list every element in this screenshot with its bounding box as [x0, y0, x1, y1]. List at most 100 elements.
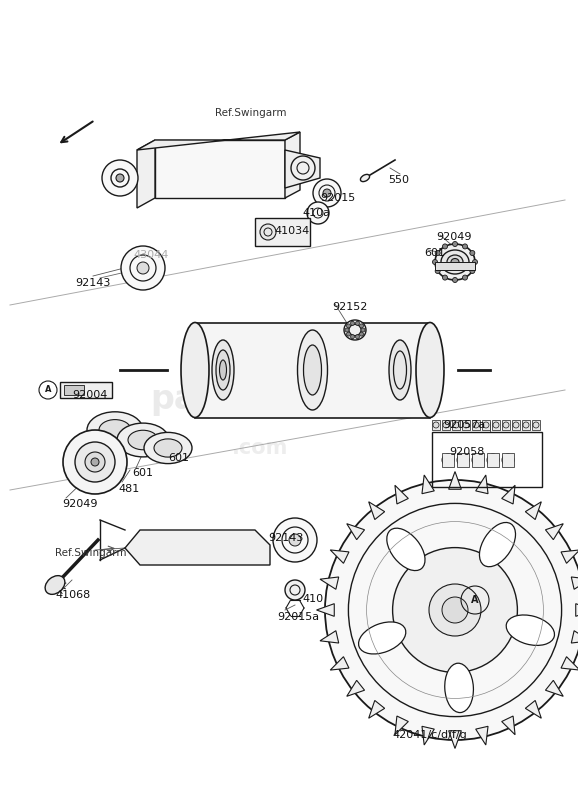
- Circle shape: [323, 189, 331, 197]
- Circle shape: [435, 269, 440, 274]
- Circle shape: [429, 584, 481, 636]
- Circle shape: [533, 422, 539, 428]
- Circle shape: [360, 324, 364, 328]
- Circle shape: [460, 457, 466, 463]
- Circle shape: [472, 259, 477, 265]
- Ellipse shape: [216, 350, 230, 390]
- Bar: [255, 218, 310, 246]
- Polygon shape: [476, 726, 488, 745]
- Text: 92143: 92143: [75, 278, 110, 288]
- Bar: [512, 420, 520, 430]
- Bar: [532, 420, 540, 430]
- Text: 410: 410: [302, 594, 323, 604]
- Ellipse shape: [416, 322, 444, 418]
- Polygon shape: [285, 132, 300, 198]
- Circle shape: [502, 454, 514, 466]
- Ellipse shape: [441, 250, 469, 274]
- Polygon shape: [571, 630, 578, 643]
- Text: 92143: 92143: [268, 533, 303, 543]
- Bar: [432, 420, 440, 430]
- Circle shape: [285, 580, 305, 600]
- Bar: [195, 323, 430, 418]
- Polygon shape: [571, 577, 578, 590]
- Text: 41068: 41068: [55, 590, 90, 600]
- Circle shape: [85, 452, 105, 472]
- Circle shape: [435, 250, 440, 255]
- Circle shape: [470, 250, 475, 255]
- Text: 92015: 92015: [320, 193, 355, 203]
- Circle shape: [432, 259, 438, 265]
- Circle shape: [443, 244, 447, 249]
- Polygon shape: [317, 604, 334, 616]
- Text: parts4rubik: parts4rubik: [150, 383, 370, 417]
- Polygon shape: [125, 530, 270, 565]
- Text: 550: 550: [388, 175, 409, 185]
- Polygon shape: [320, 577, 339, 590]
- Bar: [60, 382, 112, 398]
- Circle shape: [493, 422, 499, 428]
- Circle shape: [273, 518, 317, 562]
- Ellipse shape: [220, 360, 227, 380]
- Bar: [432, 432, 542, 487]
- Polygon shape: [395, 486, 408, 504]
- Text: A: A: [471, 595, 479, 605]
- Ellipse shape: [99, 419, 131, 440]
- Polygon shape: [155, 140, 285, 198]
- Polygon shape: [137, 132, 300, 150]
- Polygon shape: [561, 550, 578, 563]
- Bar: [442, 420, 450, 430]
- Ellipse shape: [506, 615, 554, 646]
- Ellipse shape: [387, 528, 425, 570]
- Circle shape: [470, 269, 475, 274]
- Text: 92004: 92004: [72, 390, 108, 400]
- Polygon shape: [546, 524, 563, 540]
- Circle shape: [361, 328, 365, 332]
- Circle shape: [490, 457, 496, 463]
- Circle shape: [291, 156, 315, 180]
- Circle shape: [102, 160, 138, 196]
- Polygon shape: [347, 680, 365, 696]
- Text: .com: .com: [232, 438, 288, 458]
- Polygon shape: [330, 550, 349, 563]
- Text: 92058: 92058: [449, 447, 484, 457]
- Polygon shape: [330, 657, 349, 670]
- Circle shape: [475, 457, 481, 463]
- Circle shape: [442, 454, 454, 466]
- Polygon shape: [561, 657, 578, 670]
- Polygon shape: [449, 730, 461, 749]
- Circle shape: [487, 454, 499, 466]
- Polygon shape: [137, 140, 155, 208]
- Text: 601: 601: [132, 468, 153, 478]
- Polygon shape: [546, 680, 563, 696]
- Text: 92049: 92049: [436, 232, 472, 242]
- Ellipse shape: [128, 430, 158, 450]
- Circle shape: [325, 480, 578, 740]
- Circle shape: [355, 334, 360, 338]
- Ellipse shape: [298, 330, 328, 410]
- Circle shape: [463, 422, 469, 428]
- Ellipse shape: [181, 322, 209, 418]
- Polygon shape: [395, 716, 408, 734]
- Circle shape: [523, 422, 529, 428]
- Circle shape: [472, 454, 484, 466]
- Text: Ref.Swingarm: Ref.Swingarm: [215, 108, 287, 118]
- Bar: [472, 420, 480, 430]
- Bar: [502, 453, 514, 467]
- Circle shape: [313, 179, 341, 207]
- Polygon shape: [449, 471, 461, 490]
- Circle shape: [260, 224, 276, 240]
- Circle shape: [307, 202, 329, 224]
- Circle shape: [453, 422, 459, 428]
- Circle shape: [360, 332, 364, 336]
- Circle shape: [355, 322, 360, 326]
- Circle shape: [462, 275, 468, 280]
- Polygon shape: [422, 475, 434, 494]
- Circle shape: [462, 244, 468, 249]
- Bar: [492, 420, 500, 430]
- Circle shape: [433, 422, 439, 428]
- Circle shape: [75, 442, 115, 482]
- Text: 601: 601: [168, 453, 189, 463]
- Text: 601: 601: [424, 248, 445, 258]
- Polygon shape: [502, 486, 515, 504]
- Circle shape: [473, 422, 479, 428]
